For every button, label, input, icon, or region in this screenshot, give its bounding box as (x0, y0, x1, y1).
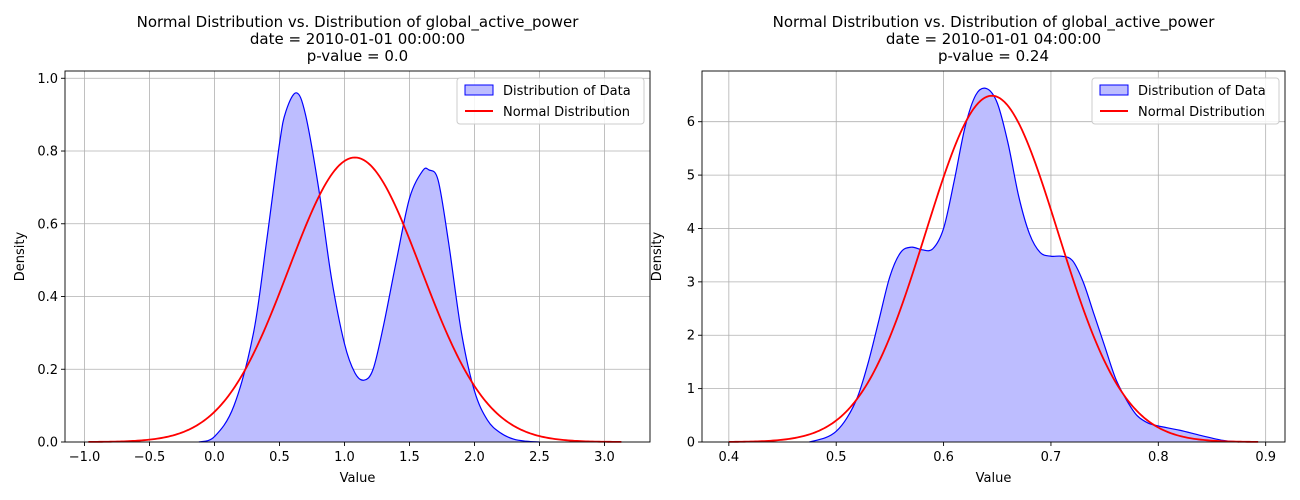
x-axis-label: Value (976, 471, 1012, 486)
x-tick-label: 0.8 (1148, 450, 1169, 465)
x-tick-label: 2.5 (529, 450, 550, 465)
chart-title-line: date = 2010-01-01 04:00:00 (886, 30, 1101, 48)
legend: Distribution of Data Normal Distribution (1091, 77, 1280, 125)
x-tick-label: −0.5 (134, 450, 166, 465)
normal-pdf-line (728, 94, 1259, 443)
legend-label: Distribution of Data (1138, 84, 1266, 99)
legend-box (1091, 77, 1280, 125)
y-tick-label: 5 (687, 169, 695, 184)
chart-panel-2: Normal Distribution vs. Distribution of … (650, 13, 1286, 486)
y-tick-label: 0.8 (37, 145, 58, 160)
x-axis-label: Value (340, 471, 376, 486)
axes-frame (701, 70, 1286, 443)
y-tick-label: 0 (687, 436, 695, 451)
x-tick-label: 0.4 (718, 450, 739, 465)
y-tick-label: 0.4 (37, 290, 58, 305)
y-tick-label: 0.0 (37, 436, 58, 451)
x-tick-label: 0.7 (1041, 450, 1062, 465)
legend-box (456, 77, 645, 125)
kde-fill-area (809, 88, 1239, 442)
y-tick-label: 1.0 (37, 72, 58, 87)
normal-pdf-line (88, 156, 622, 443)
x-tick-label: 0.0 (204, 450, 225, 465)
legend-swatch-fill (464, 84, 494, 96)
x-tick-label: 0.9 (1255, 450, 1276, 465)
legend-swatch-fill (1099, 84, 1129, 96)
y-axis-label: Density (650, 231, 665, 281)
chart-title-line: date = 2010-01-01 00:00:00 (250, 30, 465, 48)
legend-label: Normal Distribution (1138, 105, 1265, 120)
axes-frame (64, 70, 651, 443)
y-tick-label: 3 (687, 275, 695, 290)
legend-label: Normal Distribution (503, 105, 630, 120)
x-tick-label: 3.0 (594, 450, 615, 465)
y-tick-label: 4 (687, 222, 695, 237)
y-tick-label: 0.2 (37, 363, 58, 378)
chart-title-line: p-value = 0.24 (938, 47, 1049, 65)
x-tick-label: 1.5 (399, 450, 420, 465)
kde-fill-area (198, 92, 540, 443)
y-tick-label: 1 (687, 382, 695, 397)
chart-title-line: Normal Distribution vs. Distribution of … (137, 13, 580, 32)
y-tick-label: 6 (687, 115, 695, 130)
x-tick-label: 1.0 (334, 450, 355, 465)
y-axis-label: Density (13, 231, 28, 281)
legend-label: Distribution of Data (503, 84, 631, 99)
x-tick-label: 2.0 (464, 450, 485, 465)
kde-outline-line (198, 92, 540, 443)
x-tick-label: 0.5 (269, 450, 290, 465)
chart-panel-1: Normal Distribution vs. Distribution of … (13, 13, 651, 486)
kde-outline-line (809, 87, 1239, 443)
x-tick-label: 0.5 (826, 450, 847, 465)
x-tick-label: 0.6 (933, 450, 954, 465)
chart-title-line: p-value = 0.0 (307, 47, 408, 65)
legend: Distribution of Data Normal Distribution (456, 77, 645, 125)
y-tick-label: 2 (687, 329, 695, 344)
chart-title-line: Normal Distribution vs. Distribution of … (773, 13, 1216, 32)
y-tick-label: 0.6 (37, 217, 58, 232)
x-tick-label: −1.0 (69, 450, 101, 465)
